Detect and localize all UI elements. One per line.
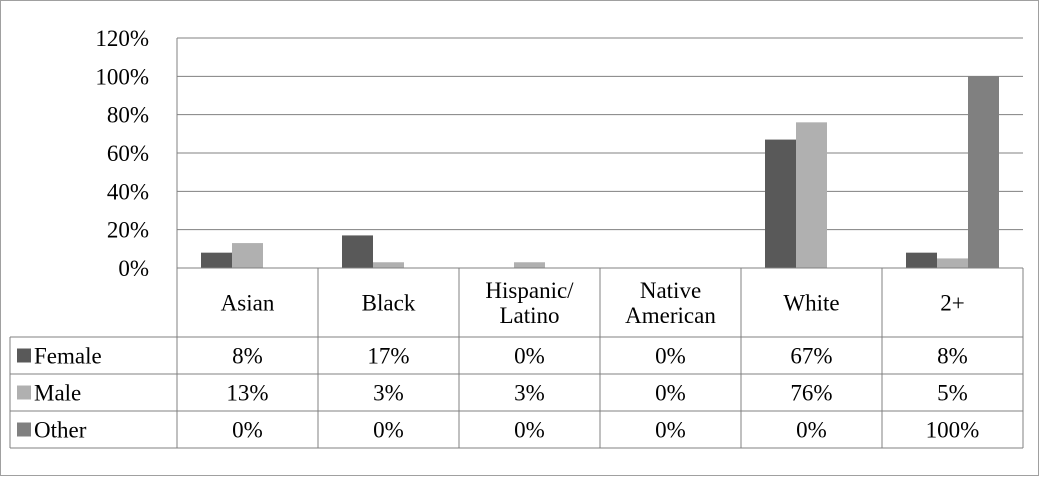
data-label: 67% — [790, 344, 832, 369]
legend-key-other — [17, 422, 31, 437]
data-label: 0% — [655, 344, 686, 369]
legend-key-male — [17, 385, 31, 400]
category-label: Black — [362, 291, 416, 316]
category-label-line: 2+ — [940, 291, 964, 316]
series-name: Male — [34, 381, 81, 406]
category-label-line: White — [783, 291, 839, 316]
data-label: 17% — [367, 344, 409, 369]
category-label-line: Native — [640, 278, 701, 303]
bar-male — [232, 243, 263, 268]
series-name: Female — [34, 344, 102, 369]
data-label: 0% — [232, 418, 263, 443]
data-label: 8% — [937, 344, 968, 369]
data-label: 8% — [232, 344, 263, 369]
bar-male — [937, 258, 968, 268]
legend-key-female — [17, 348, 31, 363]
category-label: 2+ — [940, 291, 964, 316]
bar-female — [906, 252, 937, 268]
data-label: 3% — [373, 381, 404, 406]
category-label: White — [783, 291, 839, 316]
bar-female — [342, 235, 373, 268]
category-label-line: Hispanic/ — [485, 278, 574, 303]
data-label: 13% — [226, 381, 268, 406]
bar-other — [968, 76, 999, 268]
y-tick-label: 60% — [107, 141, 149, 166]
y-tick-label: 40% — [107, 179, 149, 204]
bar-female — [765, 139, 796, 268]
data-label: 0% — [655, 418, 686, 443]
category-label-line: Latino — [499, 303, 559, 328]
data-label: 0% — [655, 381, 686, 406]
data-label: 3% — [514, 381, 545, 406]
category-label: Hispanic/Latino — [485, 278, 574, 328]
data-label: 5% — [937, 381, 968, 406]
y-tick-label: 120% — [95, 26, 149, 51]
bar-male — [796, 122, 827, 268]
category-label-line: American — [625, 303, 716, 328]
data-label: 76% — [790, 381, 832, 406]
data-label: 0% — [514, 344, 545, 369]
data-label: 0% — [796, 418, 827, 443]
data-label: 0% — [514, 418, 545, 443]
category-label: Native American — [625, 278, 716, 328]
y-tick-label: 100% — [95, 64, 149, 89]
data-label: 0% — [373, 418, 404, 443]
series-name: Other — [34, 418, 87, 443]
bar-male — [514, 262, 545, 268]
y-tick-label: 80% — [107, 103, 149, 128]
data-label: 100% — [926, 418, 980, 443]
y-tick-label: 20% — [107, 218, 149, 243]
y-tick-label: 0% — [118, 256, 149, 281]
bar-male — [373, 262, 404, 268]
category-label-line: Black — [362, 291, 416, 316]
category-label: Asian — [221, 291, 275, 316]
bar-female — [201, 252, 232, 268]
category-label-line: Asian — [221, 291, 275, 316]
